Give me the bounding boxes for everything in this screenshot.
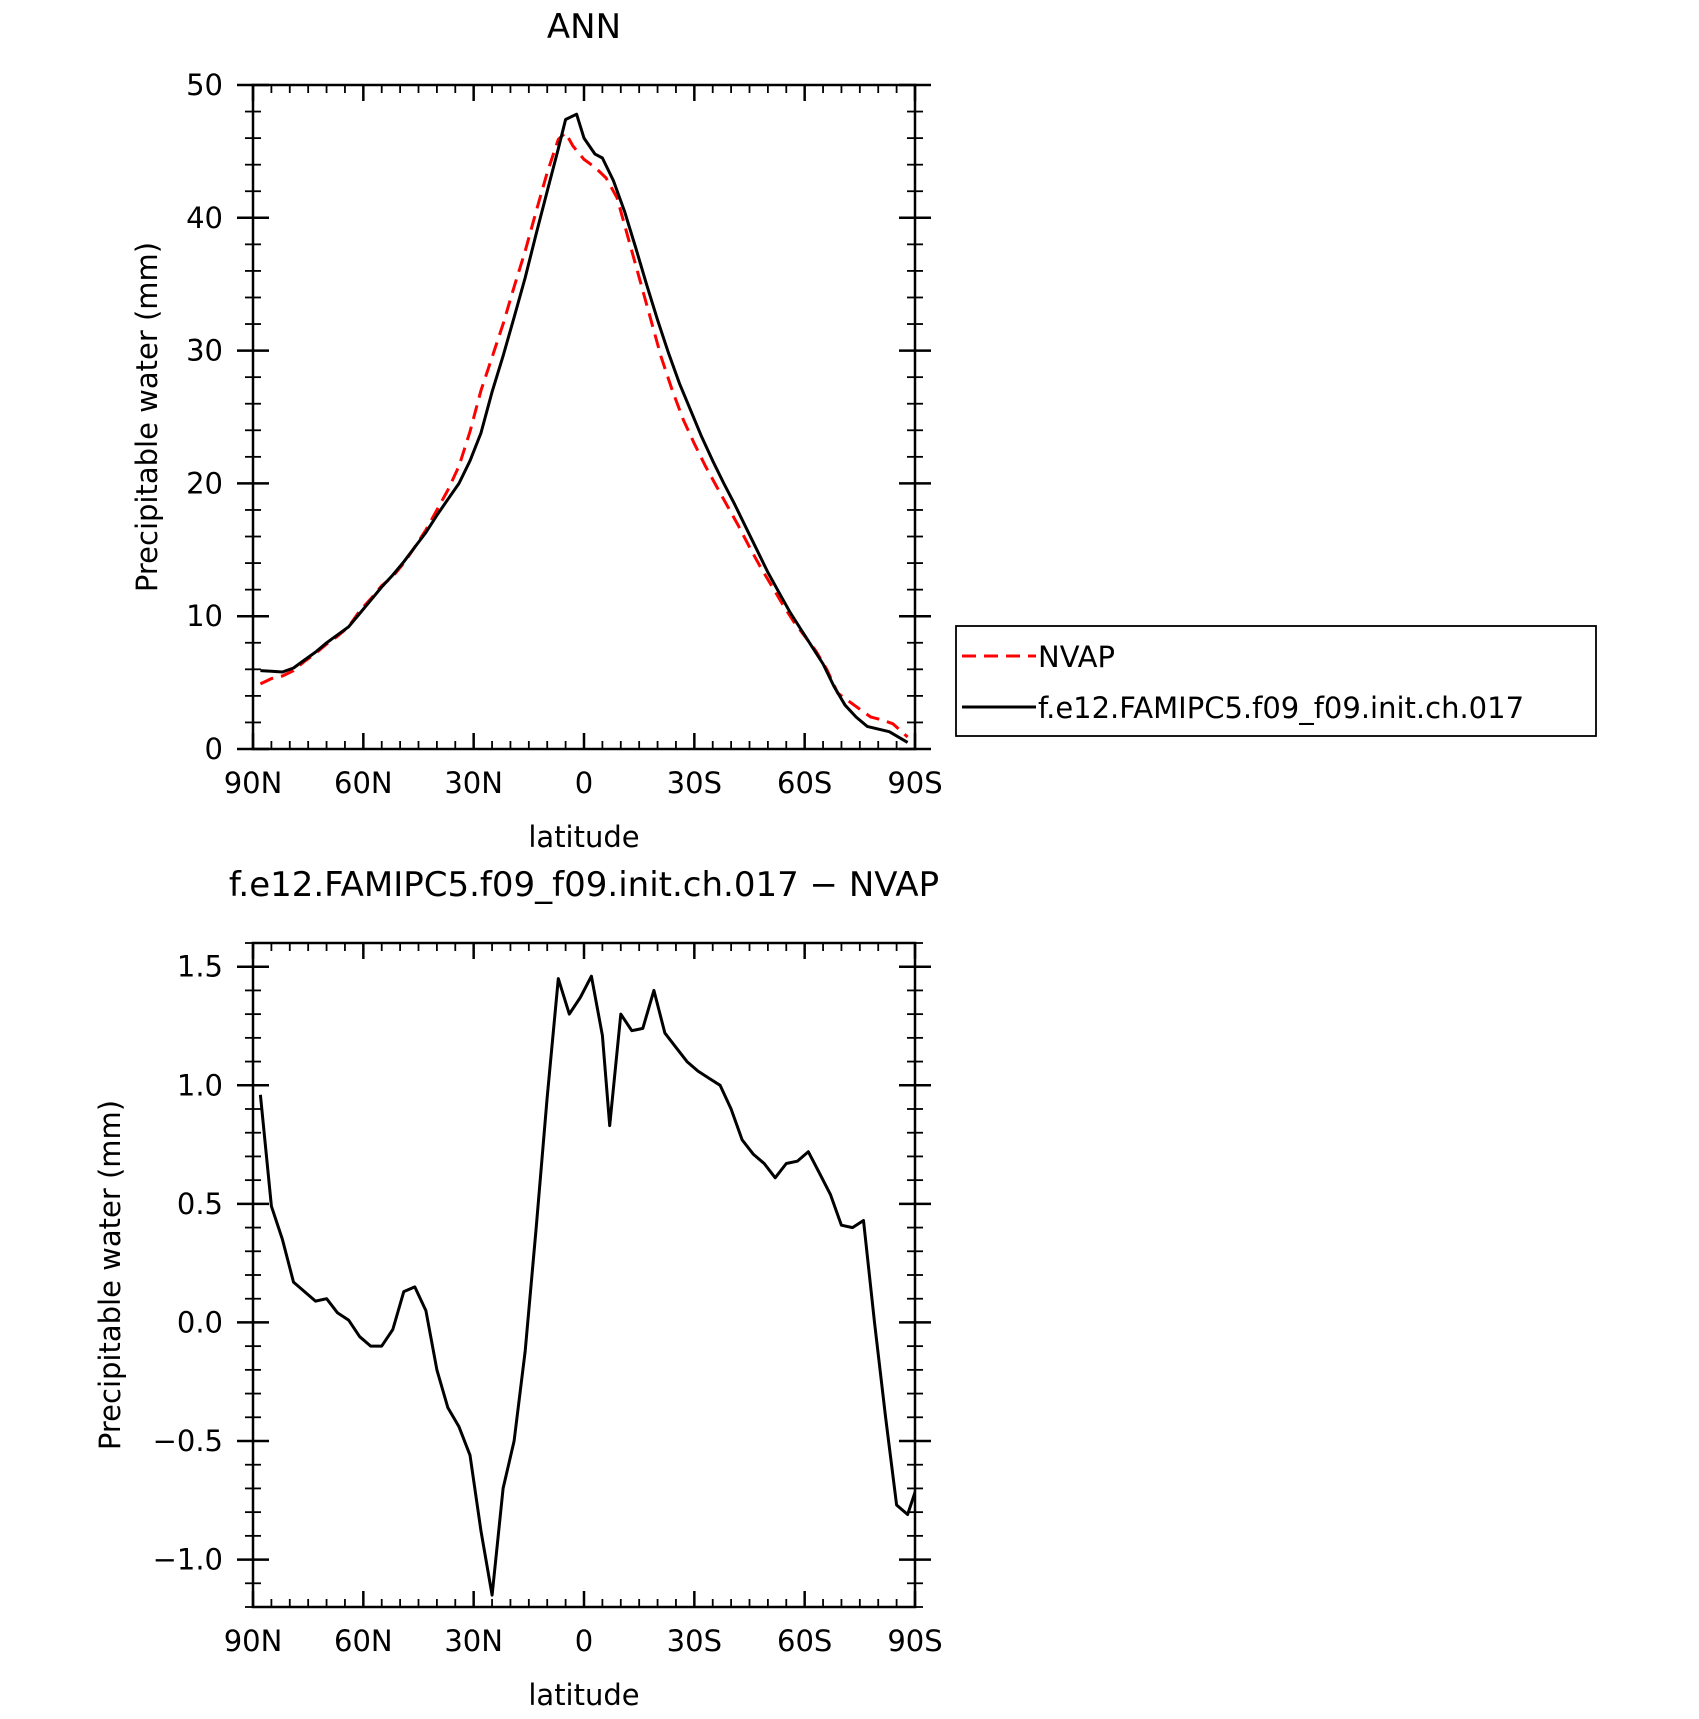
x-axis-label: latitude (528, 1678, 639, 1712)
y-tick-label: 0.5 (177, 1187, 223, 1221)
legend-label: NVAP (1038, 640, 1115, 674)
x-tick-label: 30S (667, 1624, 722, 1658)
x-tick-label: 30S (667, 766, 722, 800)
y-tick-label: 30 (186, 334, 223, 368)
x-tick-label: 90N (224, 1624, 283, 1658)
y-tick-label: −0.5 (153, 1424, 223, 1458)
series-group (258, 974, 915, 1597)
chart-title: f.e12.FAMIPC5.f09_f09.init.ch.017 − NVAP (229, 865, 939, 905)
series-line-model-minus-obs (258, 974, 915, 1597)
series-line-model-minus-obs (260, 112, 909, 744)
series-group (259, 112, 909, 744)
y-tick-label: 0 (205, 732, 223, 766)
chart-panel-top: 90N 60N 30N 0 30S 60S 90S 0 10 20 30 40 50 ANN latitud… (130, 7, 943, 854)
legend-label: f.e12.FAMIPC5.f09_f09.init.ch.017 (1038, 691, 1524, 725)
x-tick-label: 60S (777, 1624, 832, 1658)
x-tick-label: 30N (444, 1624, 503, 1658)
y-tick-label: 20 (186, 466, 223, 500)
x-tick-label: 0 (575, 766, 593, 800)
x-tick-label: 30N (444, 766, 503, 800)
x-tick-label: 90S (887, 766, 942, 800)
y-tick-label: 40 (186, 201, 223, 235)
y-tick-label: 1.0 (177, 1068, 223, 1102)
y-tick-label: 0.0 (177, 1305, 223, 1339)
legend: NVAP f.e12.FAMIPC5.f09_f09.init.ch.017 (955, 625, 1597, 737)
legend-box (955, 625, 1597, 737)
x-axis-label: latitude (528, 820, 639, 854)
x-tick-label: 0 (575, 1624, 593, 1658)
x-tick-label: 60N (334, 766, 393, 800)
y-tick-label: 1.5 (177, 950, 223, 984)
chart-panel-bottom: 90N 60N 30N 0 30S 60S 90S −1.0 −0.5 0.0 0.5 1.0 1.5 f… (93, 865, 943, 1712)
x-tick-label: 60N (334, 1624, 393, 1658)
y-tick-label: −1.0 (153, 1543, 223, 1577)
x-tick-label: 90N (224, 766, 283, 800)
x-tick-label: 90S (887, 1624, 942, 1658)
x-tick-label: 60S (777, 766, 832, 800)
y-axis-label: Precipitable water (mm) (93, 1100, 127, 1450)
chart-title: ANN (547, 7, 621, 47)
y-axis-label: Precipitable water (mm) (130, 242, 164, 592)
y-tick-label: 10 (186, 599, 223, 633)
y-tick-label: 50 (186, 68, 223, 102)
